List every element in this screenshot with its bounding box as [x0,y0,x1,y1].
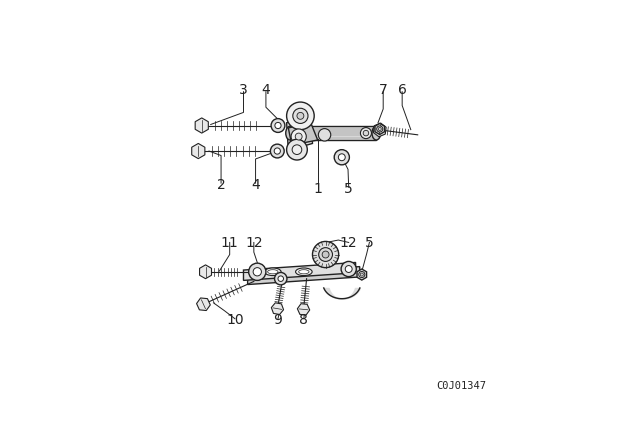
Text: 6: 6 [397,83,406,97]
Text: 7: 7 [379,83,388,97]
Circle shape [270,144,284,158]
Ellipse shape [372,126,381,140]
Text: 9: 9 [273,313,282,327]
Polygon shape [287,116,312,151]
Circle shape [359,271,365,278]
Ellipse shape [268,270,278,274]
Text: 11: 11 [221,237,239,250]
Ellipse shape [285,126,294,140]
Text: C0J01347: C0J01347 [436,381,486,391]
Circle shape [378,127,381,130]
Circle shape [360,128,371,138]
Polygon shape [195,118,208,133]
Circle shape [341,262,356,276]
Circle shape [322,251,329,258]
Circle shape [334,150,349,165]
Polygon shape [357,269,367,280]
Circle shape [345,266,352,272]
Circle shape [275,122,281,129]
Polygon shape [200,265,211,279]
Circle shape [292,145,302,155]
Circle shape [318,129,331,141]
Text: 2: 2 [217,178,225,192]
Ellipse shape [299,270,309,274]
Polygon shape [298,304,310,315]
Text: 10: 10 [226,313,244,327]
Ellipse shape [296,268,312,276]
Polygon shape [373,123,386,137]
Circle shape [377,126,383,132]
Circle shape [312,241,339,267]
Ellipse shape [264,268,281,276]
Text: 4: 4 [262,83,270,97]
Circle shape [339,154,345,161]
Polygon shape [375,124,385,134]
Circle shape [363,130,369,136]
Circle shape [274,148,280,154]
Circle shape [297,112,304,119]
Circle shape [278,276,284,281]
Text: 12: 12 [340,237,358,250]
Text: 3: 3 [239,83,248,97]
Circle shape [249,263,266,280]
Polygon shape [290,126,376,140]
Circle shape [360,273,364,276]
Polygon shape [243,263,356,280]
Text: 8: 8 [300,313,308,327]
Text: 5: 5 [344,182,353,196]
Circle shape [287,102,314,129]
Circle shape [293,108,308,124]
Text: 1: 1 [313,182,322,196]
Circle shape [275,272,287,285]
Polygon shape [248,267,360,284]
Circle shape [291,129,307,144]
Text: 5: 5 [365,237,374,250]
Text: 12: 12 [245,237,262,250]
Circle shape [253,267,261,276]
Circle shape [287,139,307,160]
Polygon shape [196,298,211,310]
Circle shape [271,119,285,133]
Text: 4: 4 [251,178,260,192]
Circle shape [295,133,302,140]
Polygon shape [289,123,317,145]
Polygon shape [192,143,205,159]
Circle shape [319,248,333,262]
Polygon shape [271,303,284,314]
